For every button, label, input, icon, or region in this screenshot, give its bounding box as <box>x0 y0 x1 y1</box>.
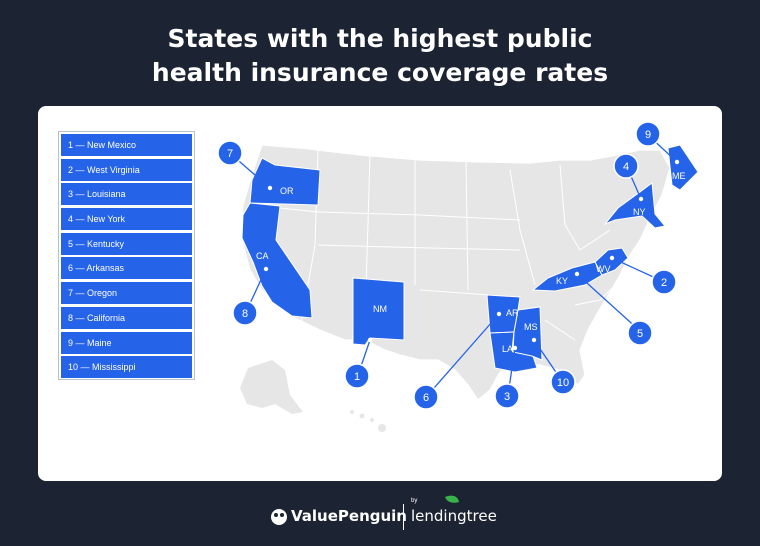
rank-badge-ca: 8 <box>242 308 248 320</box>
valuepenguin-logo: ValuePenguin <box>291 507 407 525</box>
rank-badge-la: 3 <box>504 391 510 403</box>
by-label: by <box>411 498 418 504</box>
mississippi-shape <box>512 306 543 361</box>
footer-divider <box>403 504 404 530</box>
legend-item: 9 — Maine <box>61 331 192 354</box>
title-line-1: States with the highest public <box>167 24 593 53</box>
footer: ValuePenguin by lendingtree <box>0 498 760 532</box>
state-label-ms: MS <box>524 322 538 332</box>
legend-item: 1 — New Mexico <box>61 134 192 156</box>
state-label-ny: NY <box>633 207 646 217</box>
state-label-ca: CA <box>256 251 269 261</box>
page-title: States with the highest public health in… <box>0 22 760 90</box>
rank-badge-ar: 6 <box>423 392 429 404</box>
legend: 1 — New Mexico 2 — West Virginia 3 — Lou… <box>58 131 195 380</box>
state-label-ky: KY <box>556 276 568 286</box>
state-dots <box>263 159 680 351</box>
legend-item: 5 — Kentucky <box>61 232 192 255</box>
legend-item: 8 — California <box>61 306 192 329</box>
california-shape <box>241 202 313 319</box>
rank-badge-me: 9 <box>645 129 651 141</box>
oregon-shape <box>249 157 321 206</box>
legend-item: 4 — New York <box>61 208 192 231</box>
state-label-la: LA <box>502 344 513 354</box>
penguin-logo-icon <box>271 509 287 525</box>
state-label-me: ME <box>672 171 686 181</box>
legend-item: 10 — Mississippi <box>61 356 192 379</box>
alaska <box>240 360 303 414</box>
rank-badge-ky: 5 <box>637 328 643 340</box>
state-label-ar: AR <box>506 308 519 318</box>
rank-badge-ms: 10 <box>557 377 569 389</box>
west-virginia-shape <box>594 247 629 276</box>
hawaii <box>350 410 386 432</box>
state-label-nm: NM <box>373 304 387 314</box>
lendingtree-logo: lendingtree <box>411 507 497 525</box>
title-line-2: health insurance coverage rates <box>151 58 609 87</box>
legend-item: 3 — Louisiana <box>61 183 192 206</box>
legend-item: 6 — Arkansas <box>61 257 192 280</box>
maine-shape <box>667 144 699 191</box>
legend-item: 2 — West Virginia <box>61 158 192 181</box>
state-label-wv: WV <box>596 264 611 274</box>
new-york-shape <box>603 182 666 229</box>
state-label-or: OR <box>280 186 294 196</box>
rank-badge-ny: 4 <box>623 161 629 173</box>
leaf-logo-icon <box>445 495 459 503</box>
legend-item: 7 — Oregon <box>61 282 192 305</box>
rank-badge-nm: 1 <box>354 371 360 383</box>
rank-badge-or: 7 <box>227 148 233 160</box>
rank-badge-wv: 2 <box>661 277 667 289</box>
